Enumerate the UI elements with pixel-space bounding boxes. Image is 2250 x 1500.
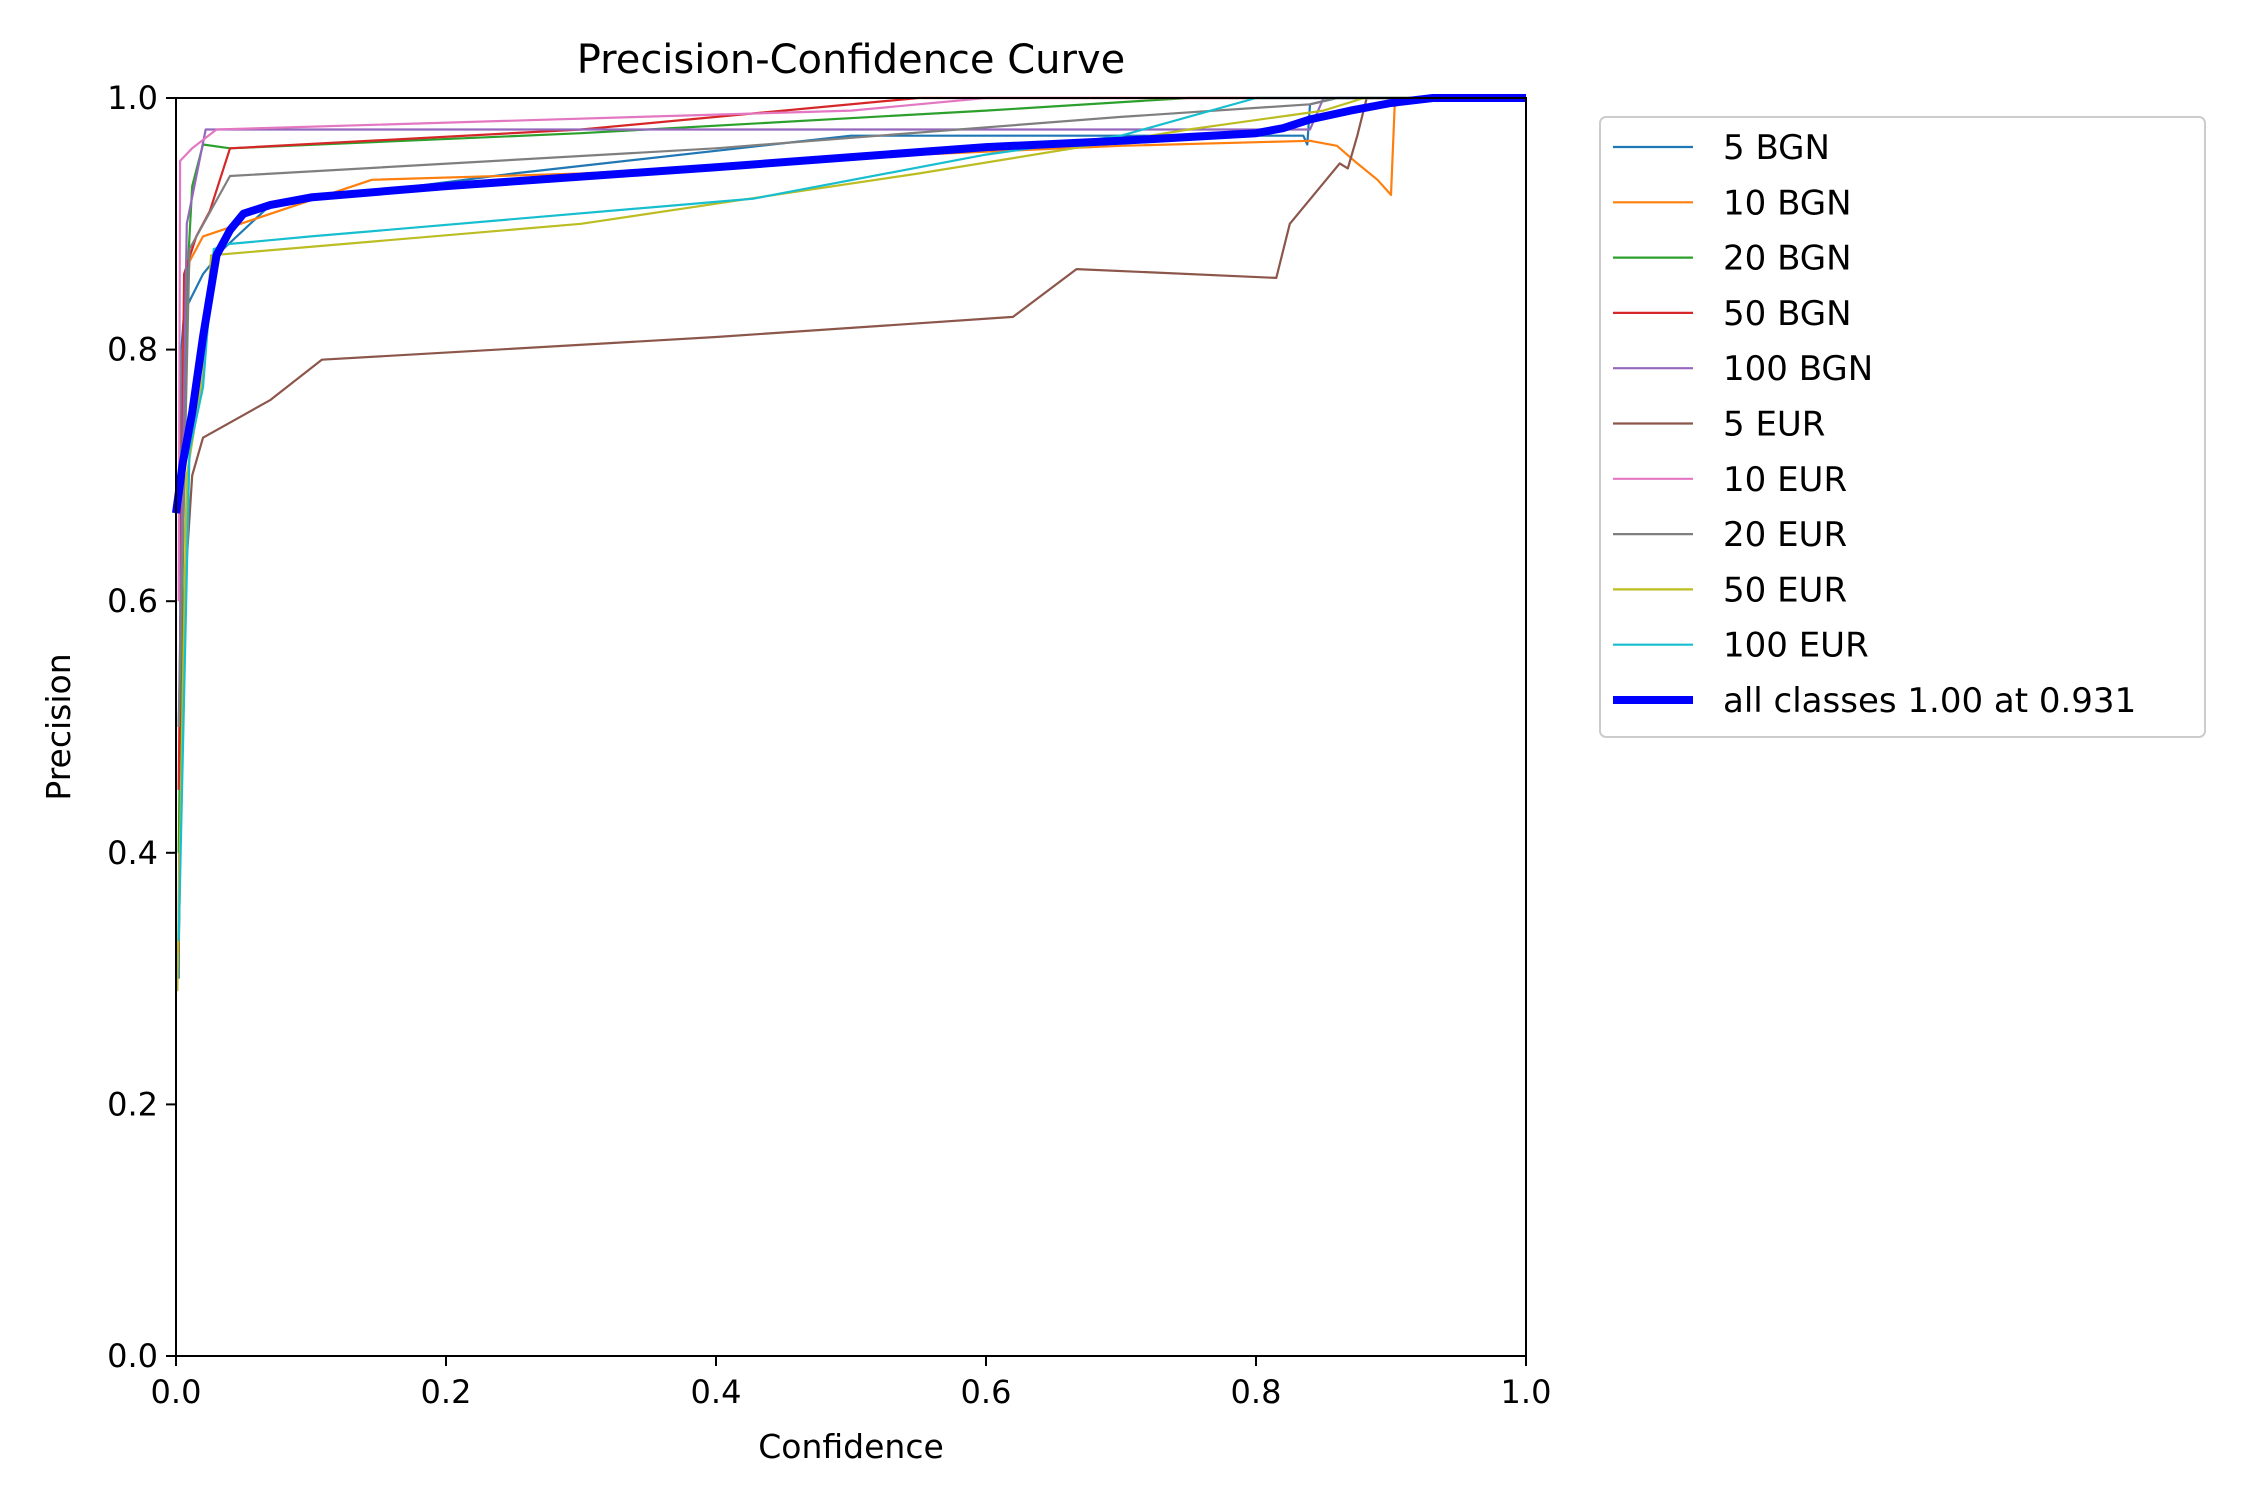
- series-line: [177, 96, 1526, 916]
- y-tick-label: 0.8: [107, 331, 158, 369]
- plot-frame: [175, 97, 1527, 1357]
- y-tick-label: 0.0: [107, 1337, 158, 1375]
- legend-label: 5 BGN: [1723, 128, 1830, 168]
- series-line: [177, 96, 1526, 941]
- chart-title: Precision-Confidence Curve: [577, 37, 1126, 83]
- x-tick-label: 0.8: [1231, 1373, 1282, 1411]
- series-line: [177, 96, 1526, 728]
- x-tick-label: 0.0: [151, 1373, 202, 1411]
- series-line: [177, 96, 1526, 853]
- x-axis-label: Confidence: [758, 1427, 944, 1466]
- x-tick-label: 0.4: [691, 1373, 742, 1411]
- legend: 5 BGN 10 BGN 20 BGN 50 BGN 100 BGN 5 EUR 10 EU…: [1599, 116, 2206, 738]
- legend-label: 10 BGN: [1723, 183, 1852, 223]
- series-line: [176, 96, 1526, 992]
- x-tick-label: 1.0: [1501, 1373, 1552, 1411]
- legend-label: 5 EUR: [1723, 405, 1825, 445]
- legend-label: 100 BGN: [1723, 349, 1873, 389]
- legend-label: 50 BGN: [1723, 294, 1852, 334]
- y-tick-label: 1.0: [107, 79, 158, 117]
- legend-label: 100 EUR: [1723, 626, 1869, 666]
- legend-label: all classes 1.00 at 0.931: [1723, 681, 2136, 721]
- series-layer: [172, 94, 1526, 992]
- series-line: [177, 96, 1526, 602]
- series-line: [177, 96, 1526, 954]
- series-line: [177, 96, 1526, 790]
- series-line: [172, 94, 1526, 514]
- legend-label: 10 EUR: [1723, 460, 1847, 500]
- x-axis-ticks: 0.0 0.2 0.4 0.6 0.8 1.0: [151, 1356, 1552, 1411]
- y-axis-label: Precision: [39, 653, 78, 800]
- legend-label: 20 EUR: [1723, 515, 1847, 555]
- legend-label: 50 EUR: [1723, 570, 1847, 610]
- y-tick-label: 0.2: [107, 1085, 158, 1123]
- x-tick-label: 0.6: [961, 1373, 1012, 1411]
- legend-label: 20 BGN: [1723, 239, 1852, 279]
- y-tick-label: 0.6: [107, 582, 158, 620]
- legend-frame: [1599, 116, 2206, 738]
- x-tick-label: 0.2: [421, 1373, 472, 1411]
- y-axis-ticks: 0.0 0.2 0.4 0.6 0.8 1.0: [107, 79, 176, 1375]
- y-tick-label: 0.4: [107, 834, 158, 872]
